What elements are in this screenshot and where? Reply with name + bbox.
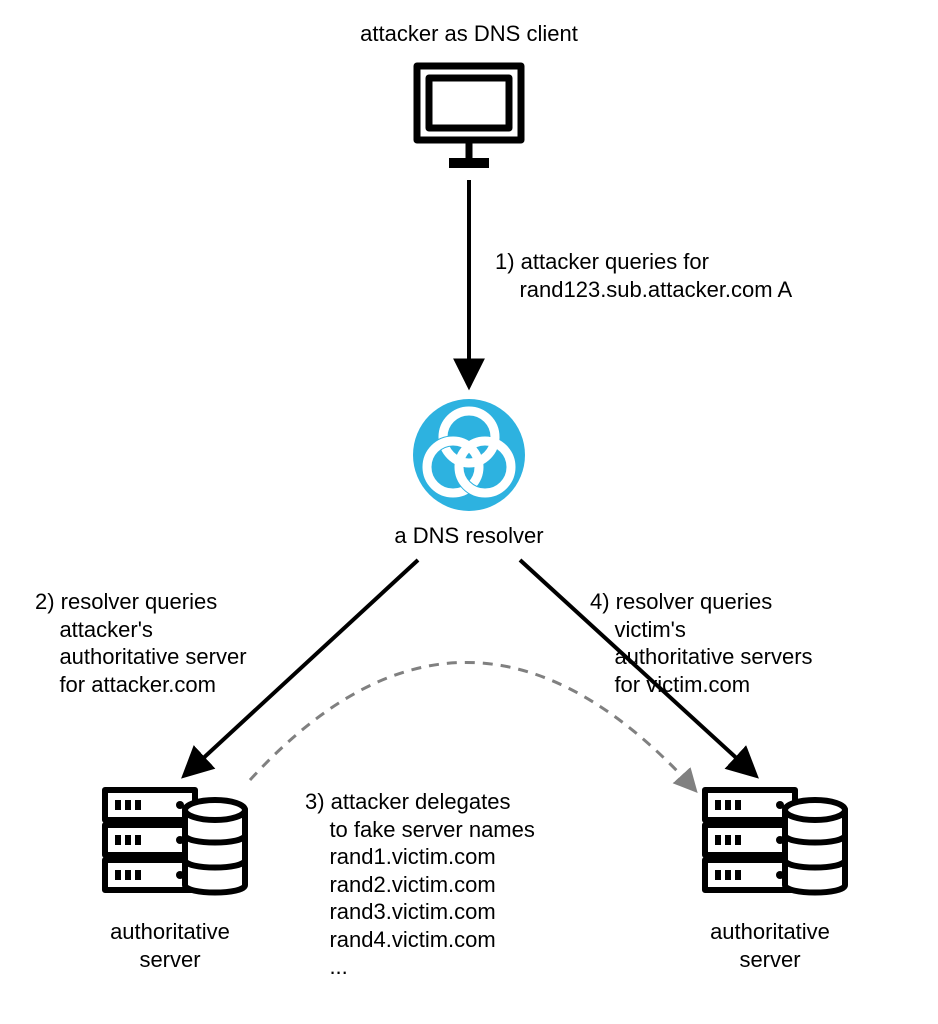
auth-right-label: authoritative server [670,918,870,973]
client-label: attacker as DNS client [0,20,938,48]
resolver-label: a DNS resolver [0,522,938,550]
step4-label: 4) resolver queries victim's authoritati… [590,588,813,698]
monitor-icon [409,58,529,178]
server-stack-left-icon [95,775,255,915]
auth-left-label: authoritative server [70,918,270,973]
knot-logo-icon [409,395,529,515]
diagram-canvas: attacker as DNS client 1) attacker queri… [0,0,938,1024]
step1-label: 1) attacker queries for rand123.sub.atta… [495,248,792,303]
step3-label: 3) attacker delegates to fake server nam… [305,788,535,981]
server-stack-right-icon [695,775,855,915]
step2-label: 2) resolver queries attacker's authorita… [35,588,247,698]
